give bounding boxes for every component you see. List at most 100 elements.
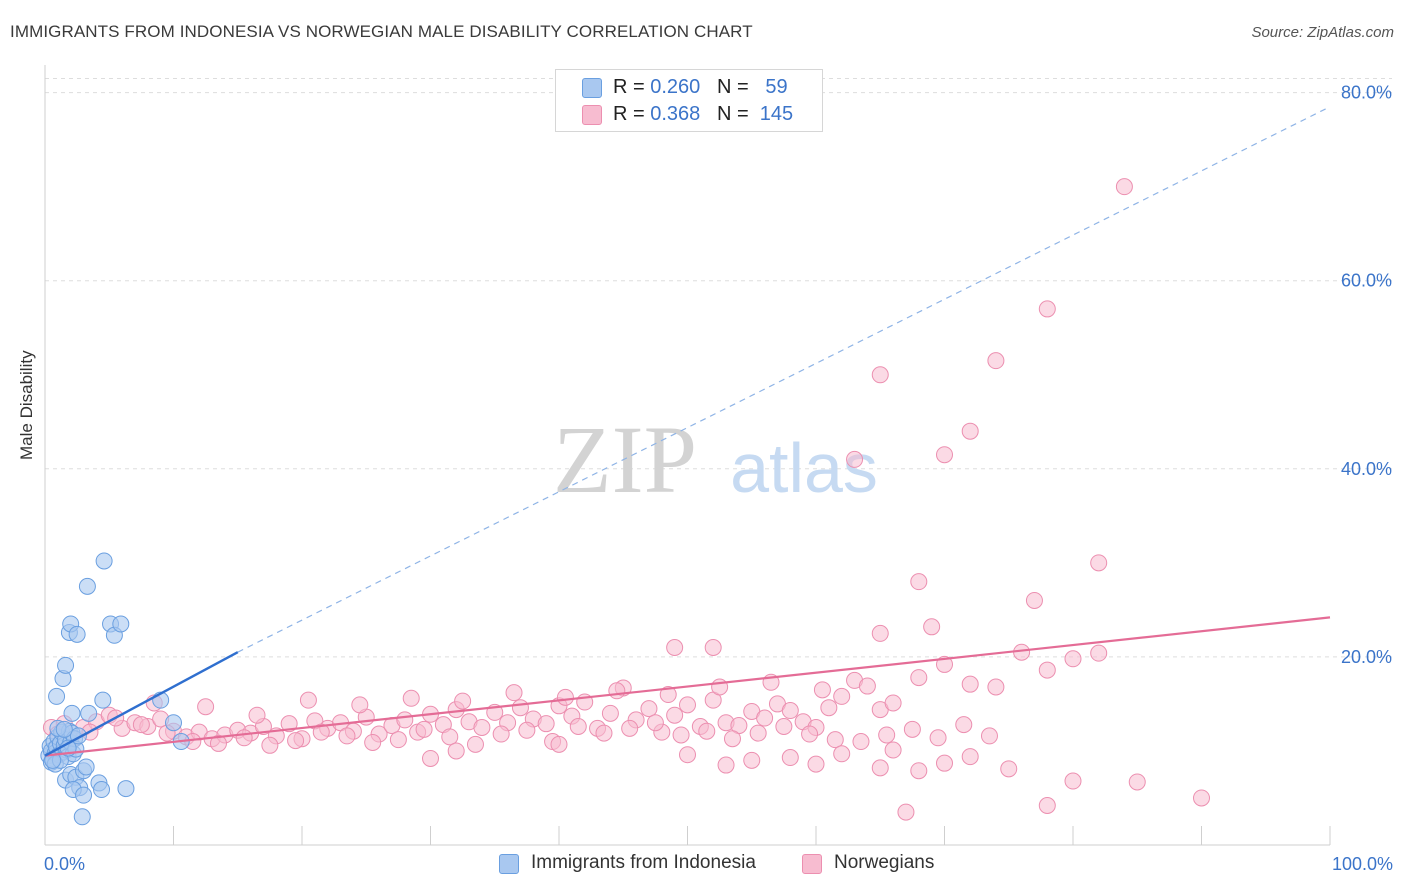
norwegians-point xyxy=(826,731,844,749)
norwegians-point xyxy=(1128,773,1146,791)
norwegians-point xyxy=(550,735,568,753)
norwegians-point xyxy=(704,639,722,656)
indonesia-point xyxy=(117,780,135,798)
norwegians-point xyxy=(608,682,626,700)
indonesia-point xyxy=(80,704,98,722)
norwegians-point xyxy=(749,724,767,742)
norwegians-point xyxy=(364,733,382,751)
norwegians-point xyxy=(396,711,414,729)
norwegians-point xyxy=(197,698,215,716)
norwegians-point xyxy=(511,699,529,717)
indonesia-point xyxy=(93,781,111,799)
norwegians-point xyxy=(209,734,227,752)
norwegians-point xyxy=(807,755,825,773)
norwegians-point xyxy=(717,756,735,774)
legend-n-label: N = xyxy=(716,76,749,98)
norwegians-point xyxy=(961,748,979,766)
norwegians-point xyxy=(910,669,928,687)
y-tick-label: 60.0% xyxy=(1341,271,1392,291)
norwegians-point xyxy=(910,762,928,780)
norwegians-point xyxy=(518,721,536,739)
indonesia-point xyxy=(48,687,66,705)
norwegians-point xyxy=(781,702,799,720)
norwegians-point xyxy=(454,692,472,710)
norwegians-point xyxy=(1064,650,1082,668)
norwegians-point xyxy=(987,678,1005,696)
norwegians-trend-line xyxy=(44,616,1331,757)
norwegians-point xyxy=(1038,661,1056,679)
trend-lines xyxy=(44,106,1331,757)
norwegians-point xyxy=(910,573,928,591)
indonesia-point xyxy=(112,615,130,633)
norwegians-point xyxy=(447,742,465,760)
y-tick-label: 80.0% xyxy=(1341,83,1392,103)
norwegians-point xyxy=(897,803,915,821)
norwegians-point xyxy=(756,709,774,727)
norwegians-point xyxy=(1025,591,1043,609)
norwegians-point xyxy=(248,706,266,724)
norwegians-point xyxy=(595,724,613,742)
norwegians-point xyxy=(389,731,407,749)
indonesia-trend-line xyxy=(44,651,239,757)
source-label: Source: ZipAtlas.com xyxy=(1251,24,1394,41)
correlation-legend: R = 0.260 N = 59 R = 0.368 N = 145 xyxy=(555,69,823,132)
grid-layer xyxy=(45,78,1392,658)
x-tick-label-max: 100.0% xyxy=(1332,854,1393,874)
norwegians-point xyxy=(833,687,851,705)
indonesia-point xyxy=(73,808,91,826)
bottom-legend-label: Norwegians xyxy=(834,852,935,873)
norwegians-point xyxy=(666,639,684,656)
watermark-zip: ZIP xyxy=(553,406,697,513)
norwegians-point xyxy=(556,688,574,706)
norwegians-point xyxy=(1090,644,1108,662)
indonesia-point xyxy=(94,691,112,709)
norwegians-point xyxy=(801,725,819,743)
norwegians-point xyxy=(646,714,664,732)
legend-r-value: 0.368 xyxy=(650,103,701,125)
norwegians-point xyxy=(466,735,484,753)
norwegians-point xyxy=(473,718,491,736)
x-tick-label-min: 0.0% xyxy=(44,854,85,874)
legend-n-value: 145 xyxy=(759,103,794,125)
norwegians-point xyxy=(679,746,696,764)
chart-title: IMMIGRANTS FROM INDONESIA VS NORWEGIAN M… xyxy=(10,22,753,41)
norwegians-point xyxy=(980,727,998,745)
norwegians-point xyxy=(743,751,761,769)
norwegians-point xyxy=(884,694,902,712)
norwegians-point xyxy=(871,759,889,777)
norwegians-point xyxy=(884,741,902,759)
indonesia-point xyxy=(95,552,113,570)
norwegians-point xyxy=(287,732,305,750)
norwegians-point xyxy=(1193,789,1210,807)
indonesia-point xyxy=(77,758,95,776)
bottom-legend-swatch-blue xyxy=(499,854,519,874)
y-tick-label: 20.0% xyxy=(1341,647,1392,667)
legend-n-value: 59 xyxy=(765,76,788,98)
norwegians-point xyxy=(987,352,1005,370)
norwegians-point xyxy=(679,696,696,714)
legend-n-label: N = xyxy=(716,103,749,125)
norwegians-point xyxy=(698,722,716,740)
indonesia-point xyxy=(75,786,93,804)
legend-r-value: 0.260 xyxy=(650,76,701,98)
legend-swatch-blue xyxy=(582,78,602,98)
norwegians-point xyxy=(936,655,953,673)
legend-r-label: R = xyxy=(613,76,645,98)
norwegians-point xyxy=(422,749,439,767)
norwegians-point xyxy=(813,681,831,699)
norwegians-point xyxy=(640,700,658,718)
norwegians-point xyxy=(666,706,684,724)
norwegians-point xyxy=(781,749,799,767)
legend-r-label: R = xyxy=(613,103,645,125)
norwegians-point xyxy=(537,715,555,733)
norwegians-point xyxy=(299,691,317,709)
norwegians-point xyxy=(903,720,921,738)
legend-swatch-pink xyxy=(582,105,602,125)
indonesia-point xyxy=(57,656,75,674)
norwegians-point xyxy=(351,696,369,714)
axes-layer xyxy=(44,65,1331,846)
norwegians-point xyxy=(961,675,979,693)
norwegians-point xyxy=(1038,797,1056,814)
norwegians-point xyxy=(621,719,639,737)
